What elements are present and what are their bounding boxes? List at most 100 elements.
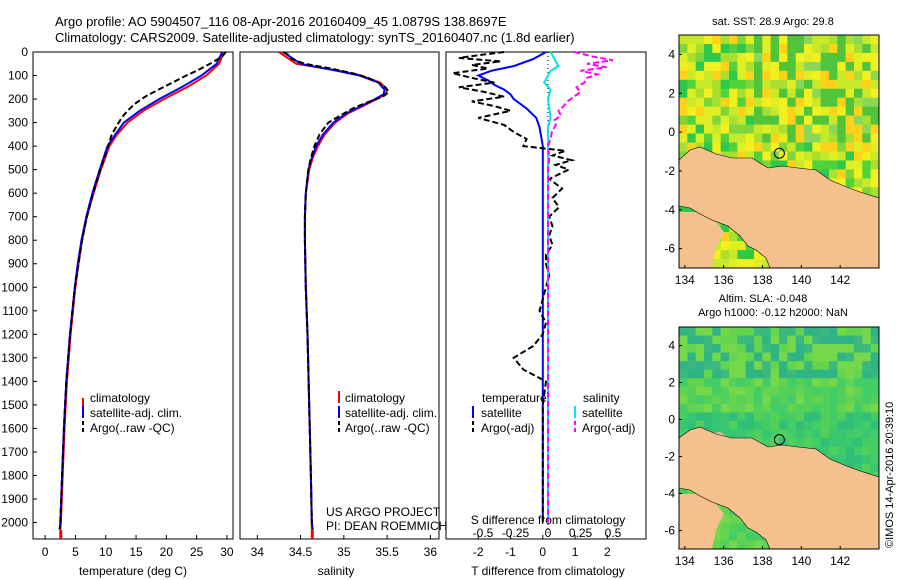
grid-cell [712,259,722,268]
grid-cell [870,352,879,362]
grid-cell [837,52,847,63]
y-tick-label: 1800 [1,468,28,482]
grid-cell [862,187,872,197]
salinity-legend-argo: Argo(..raw -QC) [345,421,430,435]
grid-cell [795,335,805,345]
grid-cell [695,378,705,388]
grid-cell [754,35,763,45]
grid-cell [737,335,747,345]
grid-cell [812,352,822,362]
grid-cell [795,124,805,135]
grid-cell [820,79,830,90]
grid-cell [837,61,847,72]
grid-cell [779,327,788,337]
grid-cell [712,142,722,153]
grid-cell [754,335,763,345]
grid-cell [720,369,730,379]
grid-cell [779,420,788,431]
grid-cell [820,52,830,63]
difference-legend: temperature satellite Argo(-adj) salinit… [472,391,635,435]
grid-cell [837,88,847,99]
grid-cell [862,412,872,422]
grid-cell [762,327,772,337]
grid-cell [695,361,705,371]
grid-cell [862,70,872,81]
grid-cell [870,438,879,448]
grid-cell [729,403,738,413]
grid-cell [862,151,872,162]
grid-cell [712,386,722,396]
grid-cell [787,403,797,413]
grid-cell [679,35,688,45]
grid-cell [679,369,688,379]
grid-cell [720,531,730,542]
grid-cell [812,395,822,405]
grid-cell [737,35,747,45]
map-x-tick-label: 136 [714,273,734,287]
grid-cell [795,378,805,388]
grid-cell [854,97,863,108]
temperature-bottom-marker [59,530,63,539]
grid-cell [845,446,855,456]
grid-cell [870,361,879,371]
grid-cell [754,420,763,431]
grid-cell [745,378,755,388]
grid-cell [870,178,879,188]
y-tick-label: 1200 [1,327,28,341]
grid-cell [812,335,822,345]
grid-cell [812,160,822,171]
grid-cell [820,124,830,135]
grid-cell [854,52,863,63]
grid-cell [754,361,763,371]
salinity-panel: 34 34.5 35 35.5 36 salinity climatology sate… [239,51,447,578]
legend-temperature-argo: Argo(-adj) [481,421,534,435]
grid-cell [779,361,788,371]
grid-cell [795,395,805,405]
grid-cell [812,70,822,81]
grid-cell [712,106,722,117]
grid-cell [787,352,797,362]
grid-cell [854,142,863,153]
grid-cell [762,344,772,354]
grid-cell [812,79,822,90]
grid-cell [712,420,722,431]
grid-cell [737,386,747,396]
grid-cell [679,115,688,126]
grid-cell [837,352,847,362]
grid-cell [804,344,813,354]
grid-cell [737,52,747,63]
grid-cell [679,335,688,345]
grid-cell [854,369,863,379]
grid-cell [837,455,847,465]
grid-cell [712,378,722,388]
grid-cell [729,429,738,439]
grid-cell [829,378,838,388]
map-x-tick-label: 140 [791,554,811,568]
grid-cell [870,187,879,197]
grid-cell [695,35,705,45]
series-salinity-argo-adj- [546,51,614,523]
grid-cell [712,88,722,99]
grid-cell [679,378,688,388]
x-tick-label: -1 [505,545,516,559]
grid-cell [837,43,847,54]
grid-cell [762,142,772,153]
grid-cell [754,386,763,396]
grid-cell [770,115,780,126]
grid-cell [779,352,788,362]
grid-cell [720,420,730,431]
grid-cell [745,124,755,135]
grid-cell [837,429,847,439]
series-argo-raw-qc- [282,51,391,530]
grid-cell [804,142,813,153]
grid-cell [829,369,838,379]
grid-cell [729,133,738,144]
grid-cell [829,142,838,153]
grid-cell [745,327,755,337]
grid-cell [737,106,747,117]
temperature-lines [58,51,227,539]
grid-cell [762,106,772,117]
grid-cell [862,438,872,448]
grid-cell [679,420,688,431]
grid-cell [745,344,755,354]
